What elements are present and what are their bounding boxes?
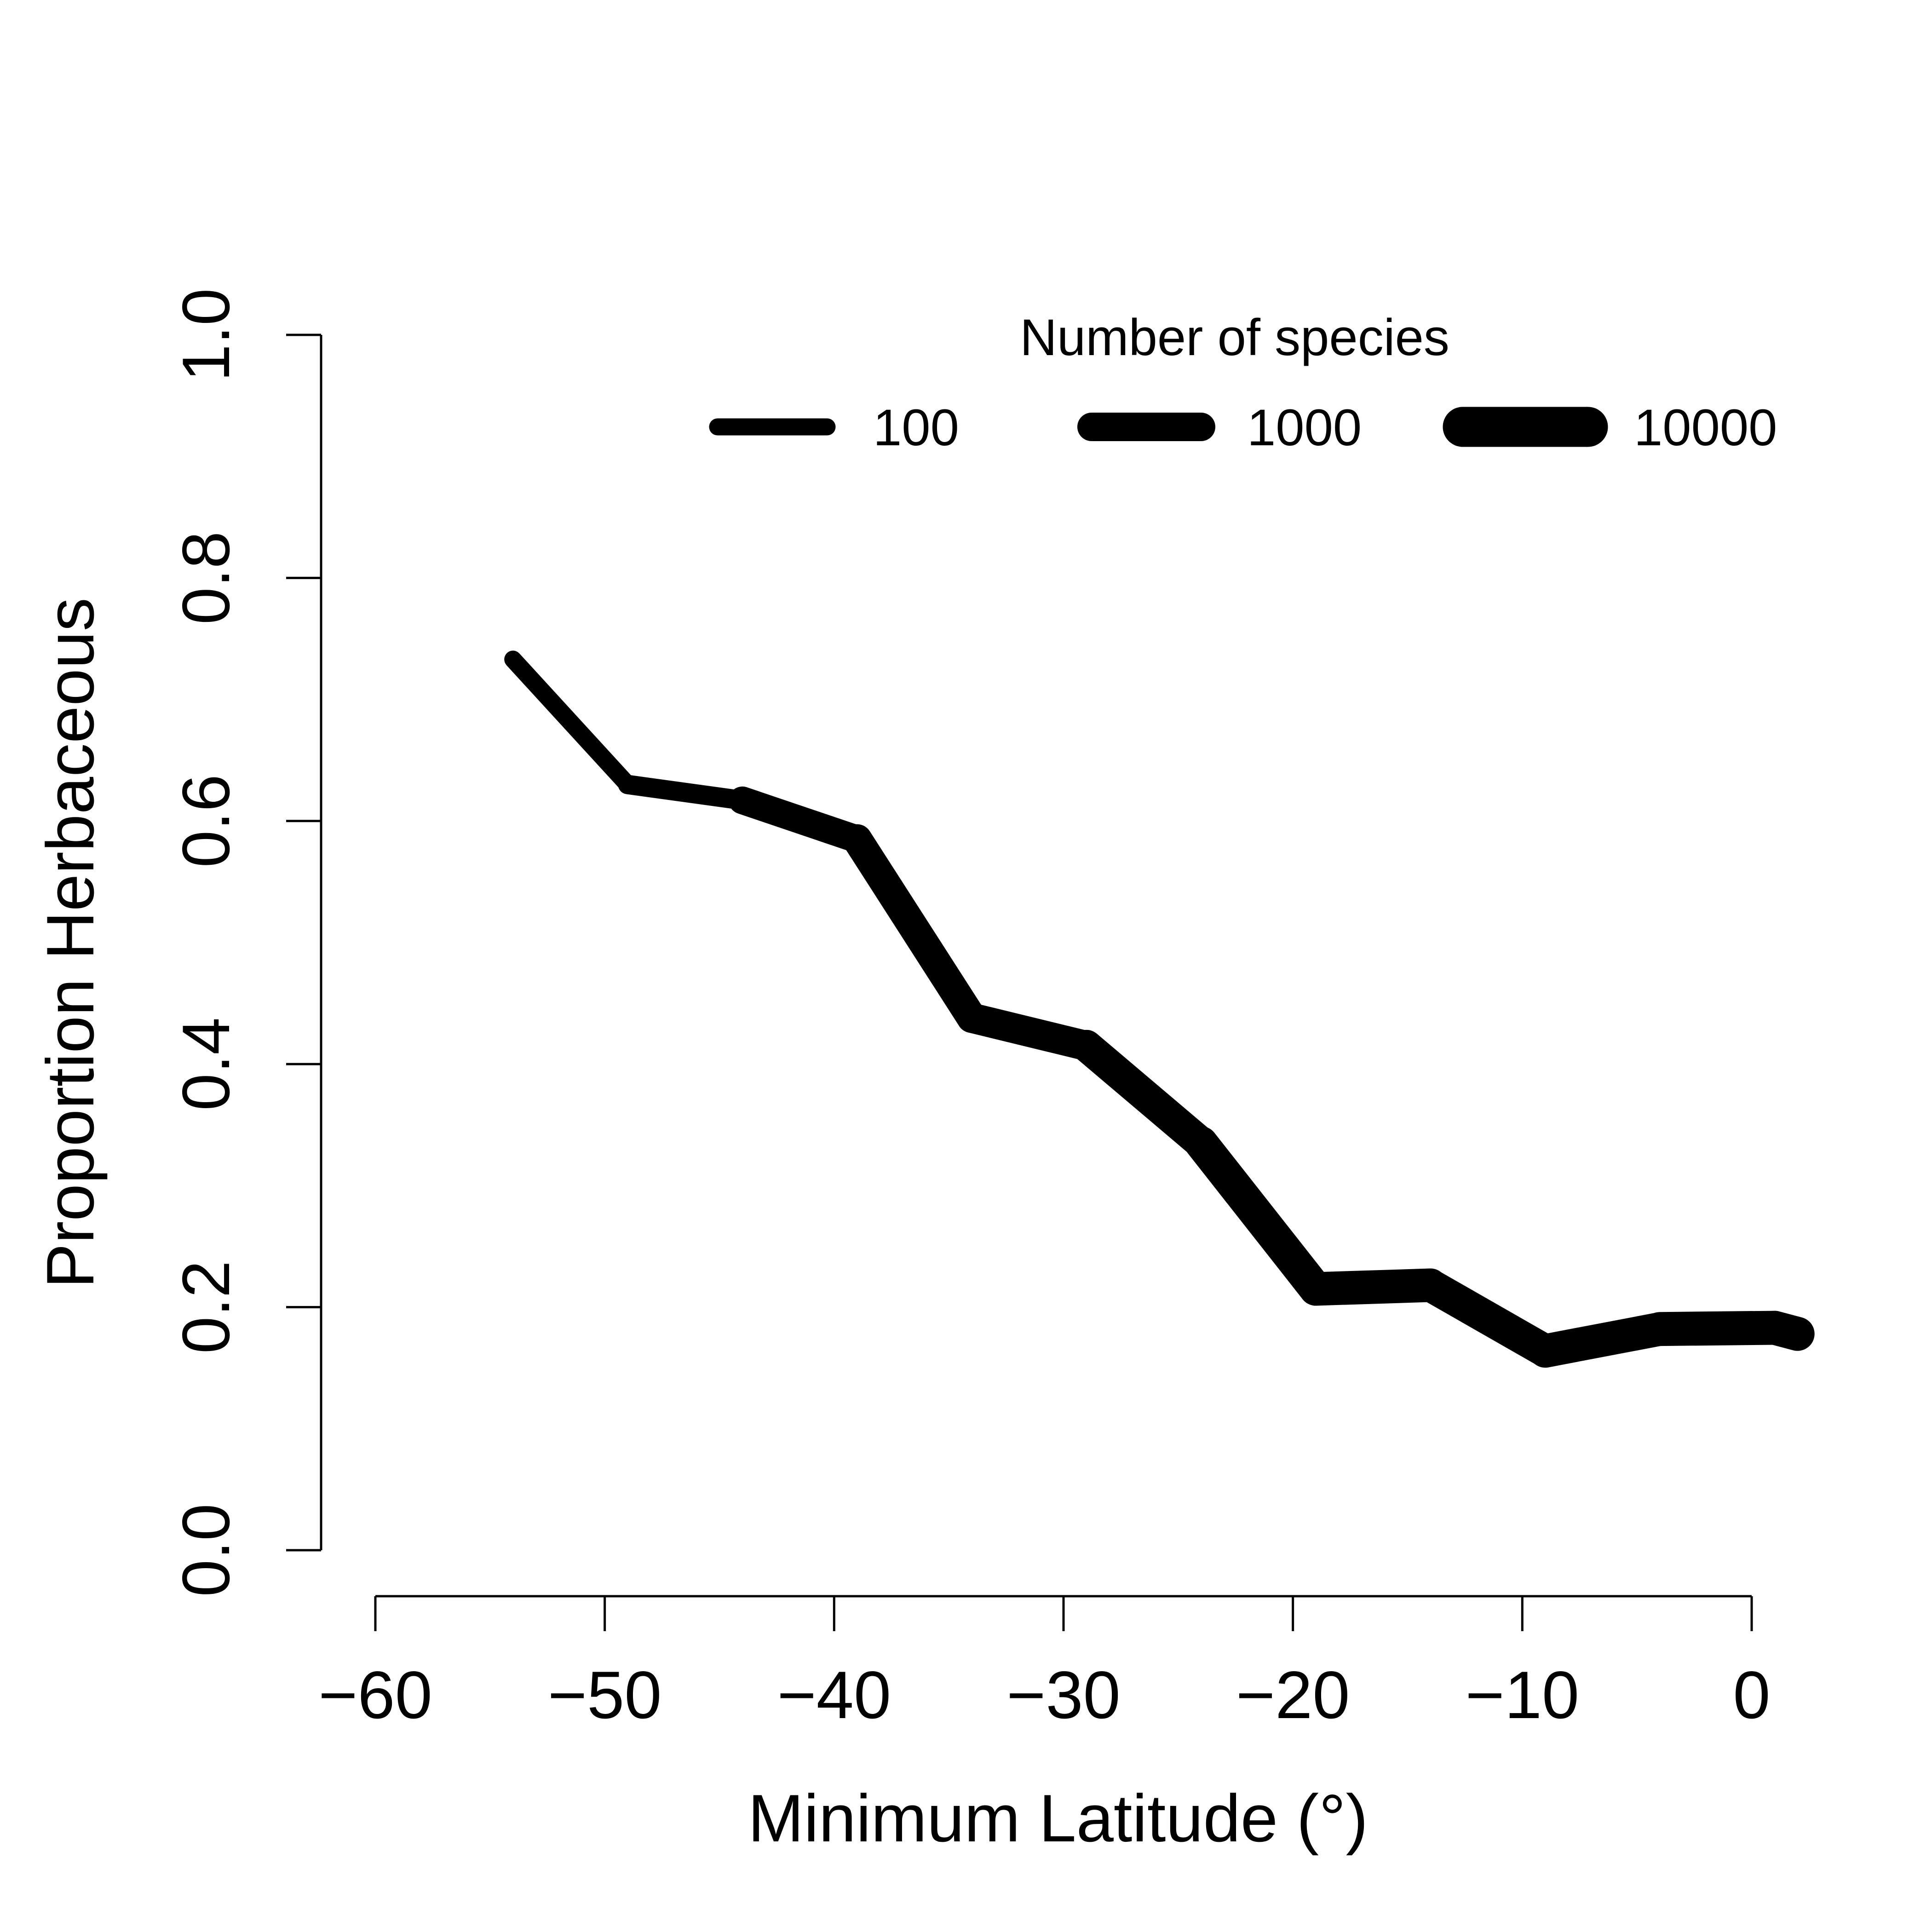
series-segment bbox=[1070, 1029, 1217, 1159]
series-segment bbox=[728, 786, 871, 853]
series-segment bbox=[956, 1003, 1102, 1061]
y-axis: 0.0 0.2 0.4 0.6 0.8 1.0 bbox=[168, 288, 322, 1597]
series-segment bbox=[618, 775, 752, 810]
x-tick-label: −40 bbox=[777, 1657, 891, 1732]
series-segment bbox=[504, 650, 637, 794]
legend-label: 100 bbox=[873, 399, 959, 456]
series-segment bbox=[1528, 1312, 1677, 1368]
x-tick-label: −10 bbox=[1465, 1657, 1579, 1732]
series-segment bbox=[1643, 1311, 1792, 1346]
legend-title: Number of species bbox=[1020, 309, 1449, 366]
x-tick-label: −30 bbox=[1006, 1657, 1121, 1732]
legend: Number of species 100 1000 10000 bbox=[709, 309, 1777, 456]
y-tick-label: 0.0 bbox=[168, 1504, 243, 1597]
series-segment bbox=[1414, 1269, 1562, 1368]
data-series bbox=[504, 650, 1815, 1368]
y-tick-label: 0.6 bbox=[168, 774, 243, 868]
y-tick-label: 1.0 bbox=[168, 288, 243, 382]
y-axis-title: Proportion Herbaceous bbox=[33, 598, 108, 1288]
series-segment bbox=[1299, 1268, 1448, 1306]
x-axis: −60 −50 −40 −30 −20 −10 0 bbox=[318, 1595, 1771, 1732]
x-tick-label: 0 bbox=[1733, 1657, 1770, 1732]
y-tick-label: 0.2 bbox=[168, 1260, 243, 1354]
y-tick-label: 0.4 bbox=[168, 1018, 243, 1111]
x-tick-label: −60 bbox=[318, 1657, 432, 1732]
legend-label: 10000 bbox=[1634, 399, 1777, 456]
y-tick-label: 0.8 bbox=[168, 531, 243, 625]
series-segment bbox=[842, 824, 987, 1033]
series-segment bbox=[1184, 1126, 1333, 1306]
series-segment bbox=[1757, 1311, 1815, 1351]
x-axis-title: Minimum Latitude (°) bbox=[748, 1781, 1368, 1856]
legend-label: 1000 bbox=[1247, 399, 1362, 456]
x-tick-label: −20 bbox=[1236, 1657, 1350, 1732]
x-tick-label: −50 bbox=[548, 1657, 662, 1732]
